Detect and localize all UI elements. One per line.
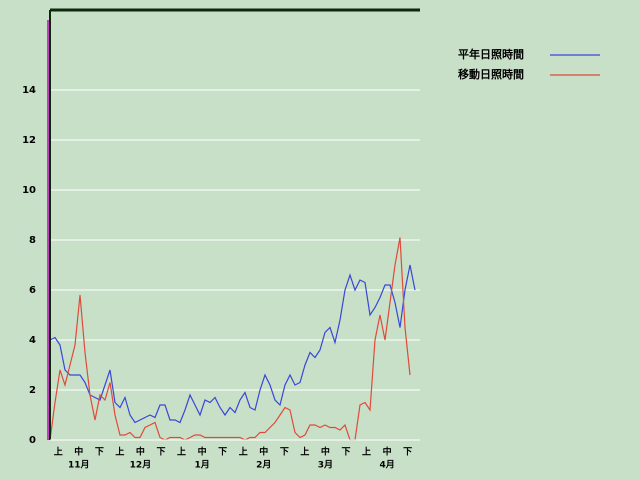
x-tick-label: 中: [383, 446, 392, 458]
x-tick-label: 下: [403, 447, 412, 458]
x-tick-label: 上: [362, 446, 371, 458]
month-label: 3月: [318, 460, 333, 471]
x-tick-label: 中: [321, 446, 330, 458]
x-tick-label: 中: [136, 446, 145, 458]
month-label: 1月: [194, 460, 209, 471]
month-label: 11月: [68, 460, 90, 471]
x-tick-label: 上: [300, 446, 309, 458]
y-tick-label: 10: [22, 185, 36, 196]
y-tick-label: 12: [22, 135, 36, 146]
x-tick-label: 下: [95, 447, 104, 458]
x-tick-label: 下: [218, 447, 227, 458]
y-tick-label: 4: [29, 335, 36, 346]
x-tick-label: 中: [198, 446, 207, 458]
y-tick-label: 2: [29, 385, 36, 396]
month-label: 2月: [256, 460, 271, 471]
y-tick-label: 6: [29, 285, 36, 296]
y-tick-label: 14: [22, 85, 36, 96]
x-tick-label: 上: [177, 446, 186, 458]
month-label: 12月: [130, 460, 152, 471]
legend-label: 移動日照時間: [458, 67, 524, 81]
legend-label: 平年日照時間: [458, 47, 524, 61]
x-tick-label: 上: [54, 446, 63, 458]
y-tick-label: 0: [29, 435, 36, 446]
x-tick-label: 上: [115, 446, 124, 458]
x-tick-label: 下: [280, 447, 289, 458]
x-tick-label: 上: [239, 446, 248, 458]
x-tick-label: 下: [341, 447, 350, 458]
x-tick-label: 中: [74, 446, 83, 458]
month-label: 4月: [379, 460, 394, 471]
series-line: [49, 264, 416, 424]
y-tick-label: 8: [29, 235, 36, 246]
x-tick-label: 中: [259, 446, 268, 458]
x-tick-label: 下: [156, 447, 165, 458]
